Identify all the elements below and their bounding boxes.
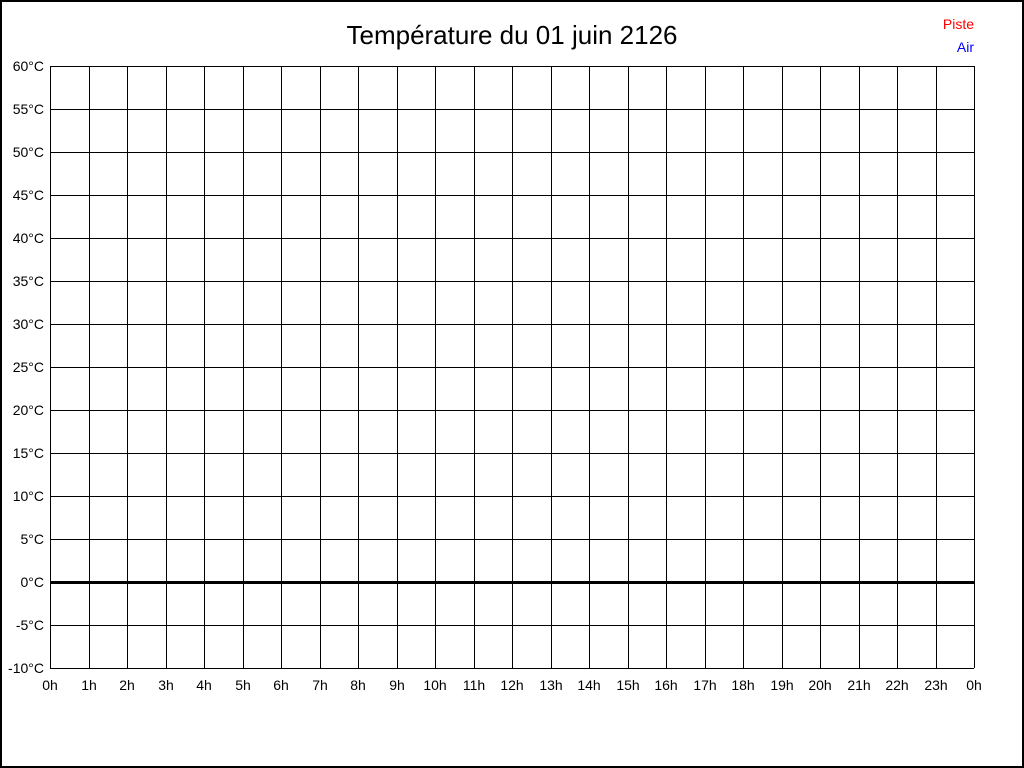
v-gridline — [936, 66, 937, 668]
x-tick-label: 23h — [924, 677, 948, 693]
v-gridline — [166, 66, 167, 668]
x-tick-label: 8h — [350, 677, 366, 693]
y-tick-label: 60°C — [12, 58, 44, 74]
v-gridline — [551, 66, 552, 668]
v-gridline — [859, 66, 860, 668]
y-tick-label: 50°C — [12, 144, 44, 160]
v-gridline — [89, 66, 90, 668]
x-tick-label: 0h — [966, 677, 982, 693]
y-tick-label: 20°C — [12, 402, 44, 418]
v-gridline — [281, 66, 282, 668]
x-tick-label: 3h — [158, 677, 174, 693]
v-gridline — [743, 66, 744, 668]
x-tick-label: 2h — [119, 677, 135, 693]
v-gridline — [204, 66, 205, 668]
v-gridline — [397, 66, 398, 668]
v-gridline — [512, 66, 513, 668]
x-tick-label: 6h — [273, 677, 289, 693]
y-tick-label: 0°C — [20, 574, 45, 590]
x-tick-label: 5h — [235, 677, 251, 693]
y-tick-label: -10°C — [8, 660, 44, 676]
y-tick-label: 25°C — [12, 359, 44, 375]
y-tick-label: 10°C — [12, 488, 44, 504]
x-tick-label: 12h — [500, 677, 524, 693]
v-gridline — [474, 66, 475, 668]
legend-item-piste: Piste — [942, 16, 974, 32]
v-gridline — [435, 66, 436, 668]
x-tick-label: 7h — [312, 677, 328, 693]
h-gridline — [50, 668, 974, 669]
v-gridline — [628, 66, 629, 668]
y-tick-label: 15°C — [12, 445, 44, 461]
x-tick-label: 4h — [196, 677, 212, 693]
legend-item-air: Air — [956, 39, 974, 55]
v-gridline — [243, 66, 244, 668]
x-tick-label: 0h — [42, 677, 58, 693]
v-gridline — [127, 66, 128, 668]
v-gridline — [782, 66, 783, 668]
y-tick-label: 35°C — [12, 273, 44, 289]
y-tick-label: 55°C — [12, 101, 44, 117]
y-tick-label: -5°C — [15, 617, 44, 633]
x-tick-label: 13h — [539, 677, 563, 693]
x-tick-label: 21h — [847, 677, 871, 693]
v-gridline — [705, 66, 706, 668]
x-tick-label: 22h — [885, 677, 909, 693]
y-tick-label: 45°C — [12, 187, 44, 203]
x-tick-label: 1h — [81, 677, 97, 693]
x-tick-label: 9h — [389, 677, 405, 693]
x-tick-label: 18h — [731, 677, 755, 693]
x-tick-label: 15h — [616, 677, 640, 693]
legend: Piste Air — [943, 13, 974, 59]
v-gridline — [974, 66, 975, 668]
x-tick-label: 10h — [423, 677, 447, 693]
x-tick-label: 17h — [693, 677, 717, 693]
y-tick-label: 40°C — [12, 230, 44, 246]
x-tick-label: 20h — [808, 677, 832, 693]
y-tick-label: 5°C — [20, 531, 45, 547]
v-gridline — [666, 66, 667, 668]
v-gridline — [897, 66, 898, 668]
chart-title: Température du 01 juin 2126 — [346, 20, 678, 50]
v-gridline — [589, 66, 590, 668]
y-tick-label: 30°C — [12, 316, 44, 332]
x-tick-label: 16h — [654, 677, 678, 693]
v-gridline — [320, 66, 321, 668]
x-tick-label: 19h — [770, 677, 794, 693]
v-gridline — [820, 66, 821, 668]
x-tick-label: 14h — [577, 677, 601, 693]
v-gridline — [358, 66, 359, 668]
v-gridline — [50, 66, 51, 668]
x-tick-label: 11h — [462, 677, 486, 693]
